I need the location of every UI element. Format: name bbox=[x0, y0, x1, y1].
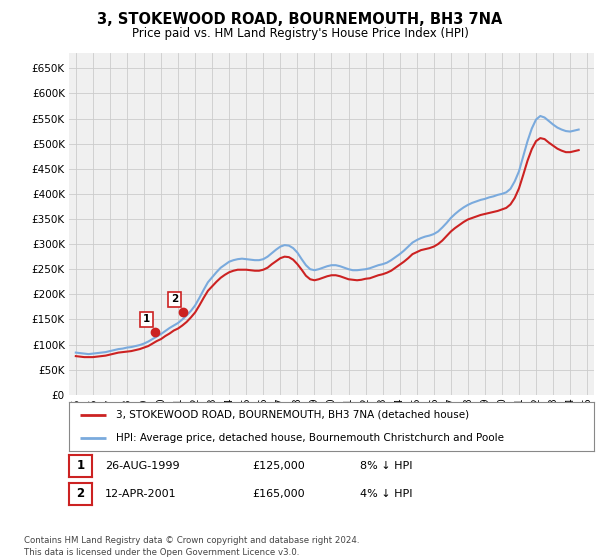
Text: 8% ↓ HPI: 8% ↓ HPI bbox=[360, 461, 413, 471]
Text: 2: 2 bbox=[171, 295, 178, 304]
Text: Contains HM Land Registry data © Crown copyright and database right 2024.
This d: Contains HM Land Registry data © Crown c… bbox=[24, 536, 359, 557]
Text: 1: 1 bbox=[143, 315, 150, 324]
Text: 12-APR-2001: 12-APR-2001 bbox=[105, 489, 176, 499]
Text: 1: 1 bbox=[76, 459, 85, 473]
Text: Price paid vs. HM Land Registry's House Price Index (HPI): Price paid vs. HM Land Registry's House … bbox=[131, 27, 469, 40]
Text: 26-AUG-1999: 26-AUG-1999 bbox=[105, 461, 179, 471]
Text: 2: 2 bbox=[76, 487, 85, 501]
Text: 4% ↓ HPI: 4% ↓ HPI bbox=[360, 489, 413, 499]
Text: £165,000: £165,000 bbox=[252, 489, 305, 499]
Text: 3, STOKEWOOD ROAD, BOURNEMOUTH, BH3 7NA (detached house): 3, STOKEWOOD ROAD, BOURNEMOUTH, BH3 7NA … bbox=[116, 410, 469, 420]
Text: 3, STOKEWOOD ROAD, BOURNEMOUTH, BH3 7NA: 3, STOKEWOOD ROAD, BOURNEMOUTH, BH3 7NA bbox=[97, 12, 503, 27]
Text: £125,000: £125,000 bbox=[252, 461, 305, 471]
Text: HPI: Average price, detached house, Bournemouth Christchurch and Poole: HPI: Average price, detached house, Bour… bbox=[116, 433, 504, 444]
